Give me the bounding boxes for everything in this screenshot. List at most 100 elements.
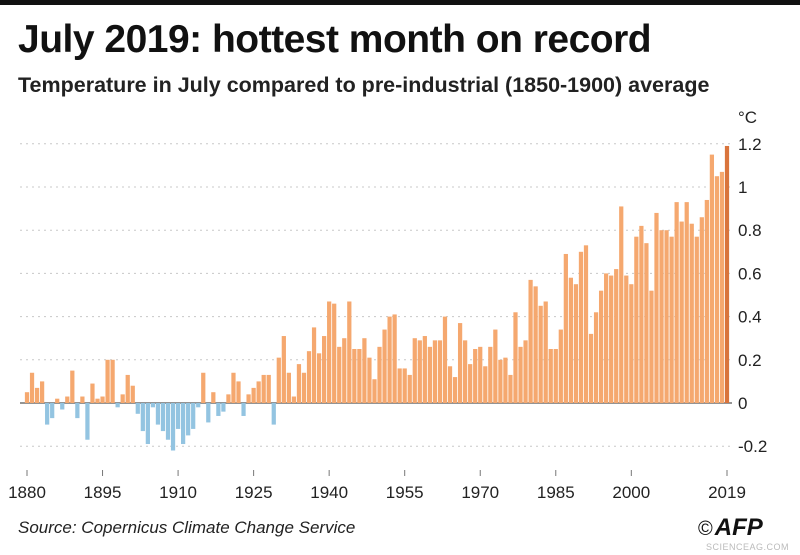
bar-1880 — [24, 392, 30, 403]
bar-1921 — [231, 372, 236, 403]
bar-2007 — [664, 230, 669, 403]
bar-1966 — [457, 323, 463, 403]
bar-1997 — [614, 269, 619, 403]
y-tick-label: 0.2 — [738, 351, 762, 370]
bar-2000 — [629, 284, 634, 403]
bar-1971 — [483, 366, 488, 403]
copyright-symbol: © — [698, 518, 713, 540]
bar-1981 — [533, 286, 538, 403]
bar-2016 — [709, 154, 715, 403]
bar-1928 — [266, 374, 271, 403]
x-tick-label: 1895 — [84, 483, 122, 502]
bar-2003 — [644, 243, 649, 403]
bar-1936 — [306, 351, 312, 403]
bar-1884 — [45, 403, 50, 425]
bar-1881 — [29, 372, 35, 403]
x-tick-label: 1955 — [386, 483, 424, 502]
bar-1978 — [518, 346, 523, 403]
bar-1950 — [377, 346, 382, 403]
bar-1968 — [468, 364, 473, 403]
bar-1935 — [301, 372, 307, 403]
bar-1908 — [165, 403, 171, 440]
bar-1890 — [75, 403, 80, 419]
bars — [24, 145, 730, 451]
bar-2018 — [719, 171, 725, 403]
bar-1992 — [588, 333, 594, 403]
bar-1889 — [70, 370, 75, 403]
bar-1962 — [437, 340, 443, 403]
bar-2005 — [654, 212, 659, 403]
x-tick-label: 2000 — [612, 483, 650, 502]
bar-1986 — [558, 329, 563, 403]
x-tick-label: 2019 — [708, 483, 746, 502]
bar-1973 — [493, 329, 498, 403]
bar-1905 — [150, 403, 156, 408]
bar-1897 — [110, 359, 115, 403]
bar-1917 — [211, 392, 216, 403]
bar-1987 — [563, 253, 568, 403]
logo-text: AFP — [714, 514, 763, 541]
chart-subtitle: Temperature in July compared to pre-indu… — [18, 73, 710, 97]
bar-1932 — [286, 372, 291, 403]
bar-1893 — [90, 383, 95, 403]
bar-1961 — [432, 340, 438, 403]
y-axis-unit: °C — [738, 108, 758, 127]
bar-1914 — [196, 403, 201, 408]
bar-1953 — [392, 314, 397, 403]
bar-1938 — [316, 353, 322, 403]
bar-2002 — [639, 225, 644, 403]
bar-1900 — [125, 374, 130, 403]
bar-1940 — [327, 301, 332, 403]
bar-1946 — [357, 349, 362, 403]
x-tick-label: 1910 — [159, 483, 197, 502]
bar-1964 — [447, 366, 453, 403]
bar-1887 — [60, 403, 65, 410]
bar-1976 — [508, 374, 513, 403]
bar-1983 — [543, 301, 548, 403]
bar-2008 — [669, 236, 674, 403]
bar-1895 — [100, 396, 105, 403]
bar-1998 — [619, 206, 624, 403]
bar-1954 — [397, 368, 402, 403]
bar-1933 — [291, 396, 297, 403]
bar-1901 — [130, 385, 135, 403]
y-tick-label: 0 — [738, 394, 747, 413]
bar-1960 — [427, 346, 432, 403]
bar-1970 — [478, 346, 483, 403]
bar-1907 — [160, 403, 166, 432]
bar-1959 — [422, 336, 427, 403]
bar-1980 — [528, 279, 533, 403]
bar-1957 — [412, 338, 417, 403]
bar-1951 — [382, 329, 387, 403]
x-tick-label: 1880 — [8, 483, 46, 502]
x-tick-label: 1970 — [461, 483, 499, 502]
bar-1923 — [241, 403, 246, 416]
bar-1922 — [236, 381, 241, 403]
bar-1977 — [513, 312, 518, 403]
bar-1958 — [417, 340, 422, 403]
bar-1969 — [473, 349, 478, 403]
bar-1920 — [226, 394, 231, 403]
bar-1925 — [251, 387, 256, 403]
bar-1944 — [347, 301, 352, 403]
y-tick-label: 0.4 — [738, 308, 762, 327]
bar-1882 — [34, 387, 40, 403]
bar-1991 — [583, 245, 589, 403]
bar-1912 — [186, 403, 191, 436]
top-bar — [0, 0, 800, 5]
bar-1955 — [402, 368, 407, 403]
bar-1913 — [191, 403, 196, 429]
bar-1894 — [95, 398, 100, 403]
bar-1996 — [609, 275, 614, 403]
bar-1956 — [407, 374, 412, 403]
bar-1909 — [170, 403, 176, 451]
bar-1892 — [85, 403, 90, 440]
bar-1948 — [367, 357, 372, 403]
bar-1915 — [201, 372, 206, 403]
bar-1994 — [598, 290, 604, 403]
bar-2019 — [724, 145, 730, 403]
bar-2015 — [704, 199, 709, 403]
bar-1930 — [276, 357, 281, 403]
bar-1989 — [573, 284, 579, 403]
